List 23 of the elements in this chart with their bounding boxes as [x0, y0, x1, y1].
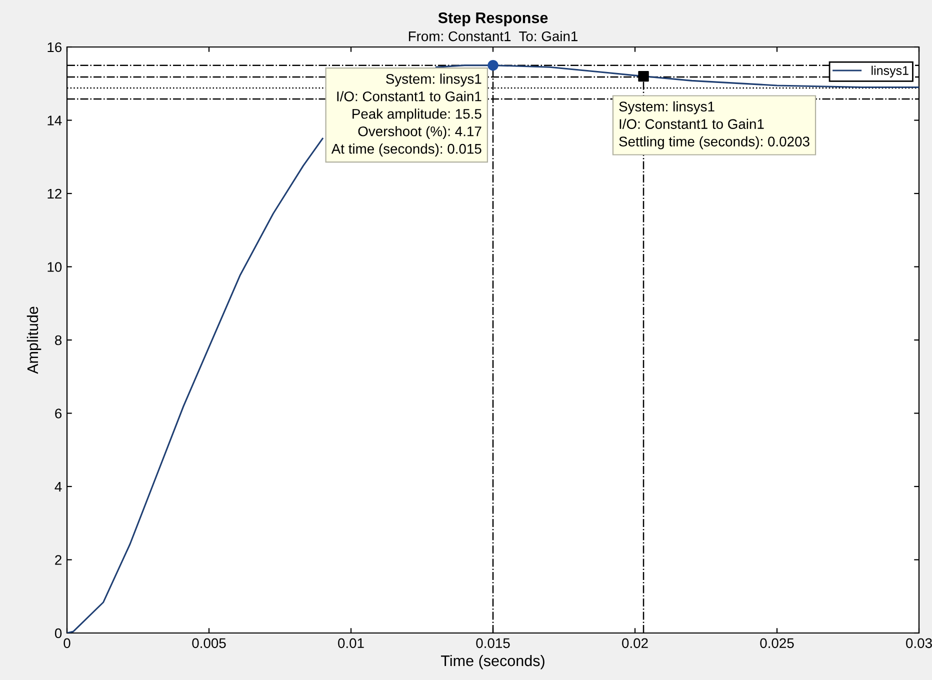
x-tick-label: 0 — [64, 638, 70, 648]
x-axis-title: Time (seconds) — [440, 654, 544, 670]
y-tick-label: 0 — [54, 628, 62, 638]
y-tick-label: 16 — [48, 42, 62, 52]
y-tick-label: 4 — [54, 482, 62, 492]
y-tick-label: 6 — [55, 408, 62, 418]
y-tick-label: 14 — [48, 116, 62, 126]
chart-title: Step Response — [438, 12, 548, 26]
x-tick-label: 0.02 — [622, 638, 648, 648]
annotation: System: linsys1 I/O: Constant1 to Gain1 Settling time (seconds): 0.0203 — [619, 101, 810, 150]
x-tick-label: 0.025 — [760, 638, 794, 648]
y-tick-label: 2 — [55, 555, 62, 565]
x-tick-label: 0.005 — [192, 638, 226, 648]
x-tick-label: 0.01 — [338, 638, 364, 648]
x-tick-label: 0.015 — [476, 638, 510, 648]
y-tick-label: 8 — [55, 335, 62, 346]
legend-label: linsys1 — [872, 66, 908, 78]
x-tick-label: 0.03 — [906, 638, 932, 648]
y-tick-label: 10 — [48, 262, 62, 272]
annotation: System: linsys1 I/O: Constant1 to Gain1 Peak amplitude: 15.5 Overshoot (%): 4.17 At time (seconds): 0.015 — [331, 74, 482, 156]
chart-subtitle: From: Constant1 To: Gain1 — [408, 31, 578, 42]
y-axis-title: Amplitude — [26, 306, 42, 374]
y-tick-label: 12 — [48, 188, 62, 199]
